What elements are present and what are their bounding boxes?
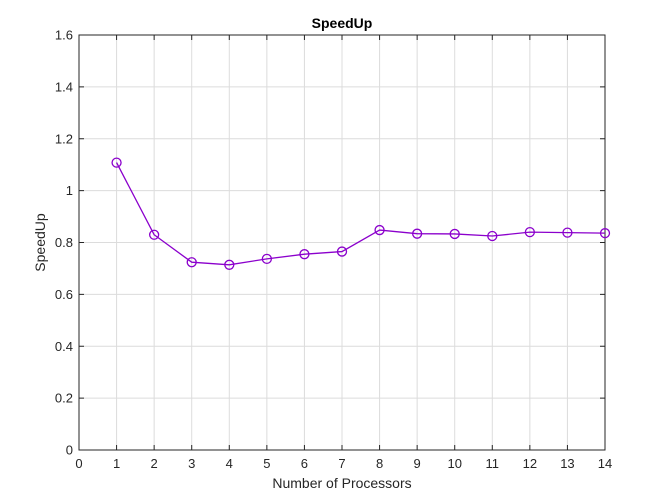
x-tick-label: 13 (560, 456, 574, 471)
data-point (524, 226, 536, 238)
data-series (111, 157, 611, 270)
data-point (336, 246, 348, 257)
x-tick-label: 6 (301, 456, 308, 471)
y-tick-label: 0.4 (55, 339, 73, 354)
x-tick-label: 2 (151, 456, 158, 471)
x-tick-label: 11 (486, 456, 500, 471)
y-tick-label: 0.2 (55, 391, 73, 406)
grid (78, 34, 606, 451)
x-tick-label: 4 (226, 456, 233, 471)
data-point (374, 224, 385, 236)
data-point (148, 229, 160, 240)
data-point (449, 228, 460, 240)
x-tick-label: 5 (263, 456, 270, 471)
series-line (115, 162, 606, 266)
data-point (261, 253, 273, 264)
y-tick-label: 1 (66, 183, 73, 198)
x-tick-label: 9 (414, 456, 421, 471)
data-point (487, 230, 498, 242)
data-point (562, 227, 573, 238)
x-tick-label: 10 (447, 456, 461, 471)
y-axis-label: SpeedUp (32, 213, 48, 272)
x-tick-label: 12 (523, 456, 537, 471)
x-tick-label: 14 (598, 456, 612, 471)
y-tick-label: 1.6 (55, 28, 73, 43)
y-tick-label: 0 (66, 443, 73, 458)
x-tick-label: 7 (338, 456, 345, 471)
x-tick-label: 1 (113, 456, 120, 471)
data-point (111, 157, 122, 168)
data-point (186, 257, 197, 268)
x-tick-label: 0 (75, 456, 82, 471)
data-point (411, 228, 423, 239)
axis-ticks: 0 1 2 3 4 5 6 7 8 9 10 11 12 13 1400.20.40.60.811.21.4… (55, 28, 612, 472)
x-tick-label: 3 (188, 456, 195, 471)
x-tick-label: 8 (376, 456, 383, 471)
chart-title: SpeedUp (312, 15, 373, 31)
data-point (299, 249, 310, 260)
data-point (599, 228, 611, 239)
y-tick-label: 0.8 (55, 235, 73, 250)
y-tick-label: 1.4 (55, 79, 73, 94)
y-tick-label: 0.6 (55, 287, 73, 302)
y-tick-label: 1.2 (55, 131, 73, 146)
data-point (224, 259, 235, 270)
x-axis-label: Number of Processors (272, 475, 411, 491)
